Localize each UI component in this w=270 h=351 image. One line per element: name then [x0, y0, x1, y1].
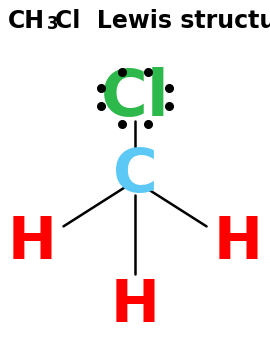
Text: H: H	[213, 214, 262, 271]
Text: H: H	[8, 214, 57, 271]
Text: 3: 3	[47, 15, 59, 33]
Text: CH: CH	[8, 9, 45, 33]
Text: Cl: Cl	[101, 67, 169, 129]
Text: C: C	[113, 146, 157, 205]
Text: H: H	[110, 277, 160, 334]
Text: Cl  Lewis structure: Cl Lewis structure	[55, 9, 270, 33]
